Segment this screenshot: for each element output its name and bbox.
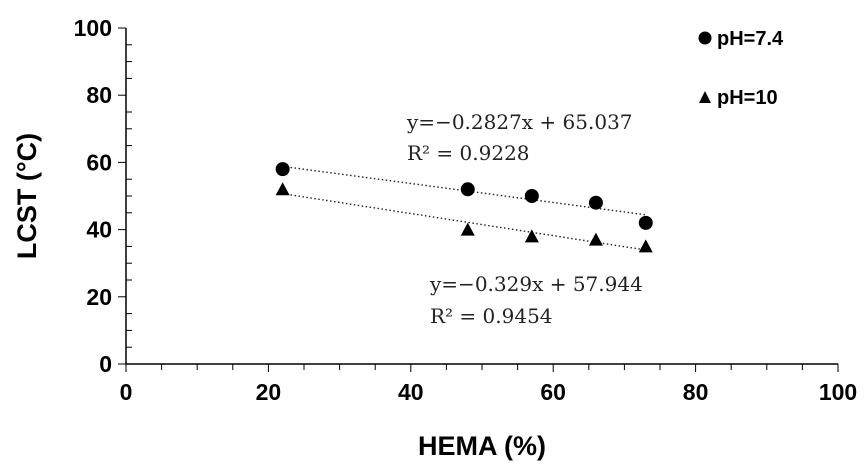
x-axis-title: HEMA (%) (418, 431, 546, 461)
data-points (275, 162, 653, 253)
legend-label-ph10: pH=10 (717, 87, 778, 109)
x-tick-label: 0 (120, 379, 133, 405)
point-series-0 (275, 162, 290, 177)
y-tick-label: 40 (86, 217, 112, 243)
legend-label-ph74: pH=7.4 (717, 28, 784, 50)
x-tick-label: 20 (256, 379, 282, 405)
point-series-1 (275, 182, 290, 196)
point-series-1 (460, 222, 475, 236)
point-series-1 (524, 229, 539, 243)
y-tick-label: 100 (74, 15, 112, 41)
r2-ph74: R² = 0.9228 (407, 141, 530, 165)
point-series-0 (588, 195, 603, 210)
legend-marker-ph74 (698, 31, 712, 45)
point-series-1 (588, 232, 603, 246)
trendlines (282, 165, 646, 251)
x-tick-label: 40 (398, 379, 424, 405)
y-tick-label: 80 (86, 82, 112, 108)
trendline-series-0 (282, 165, 646, 216)
y-axis-title: LCST (°C) (12, 133, 42, 259)
r2-ph10: R² = 0.9454 (430, 304, 553, 328)
y-tick-label: 60 (86, 149, 112, 175)
x-tick-label: 60 (540, 379, 566, 405)
equation-ph10-line: y=−0.329x + 57.944 (429, 272, 643, 296)
tick-labels: 0 20 40 60 80 100 0 20 40 60 80 100 (74, 15, 858, 405)
axes (118, 27, 839, 372)
point-series-1 (638, 239, 653, 253)
point-series-0 (638, 215, 653, 230)
legend-marker-ph10 (699, 91, 711, 103)
y-tick-label: 20 (86, 284, 112, 310)
x-tick-label: 80 (683, 379, 709, 405)
y-tick-label: 0 (99, 351, 112, 377)
x-tick-label: 100 (819, 379, 857, 405)
equation-ph74-line: y=−0.2827x + 65.037 (406, 110, 633, 134)
legend: pH=7.4 pH=10 (698, 28, 784, 109)
point-series-0 (524, 189, 539, 203)
equation-ph74: y=−0.2827x + 65.037 R² = 0.9228 (406, 110, 633, 165)
equation-ph10: y=−0.329x + 57.944 R² = 0.9454 (429, 272, 643, 328)
trendline-series-1 (282, 192, 646, 251)
point-series-0 (460, 182, 475, 197)
